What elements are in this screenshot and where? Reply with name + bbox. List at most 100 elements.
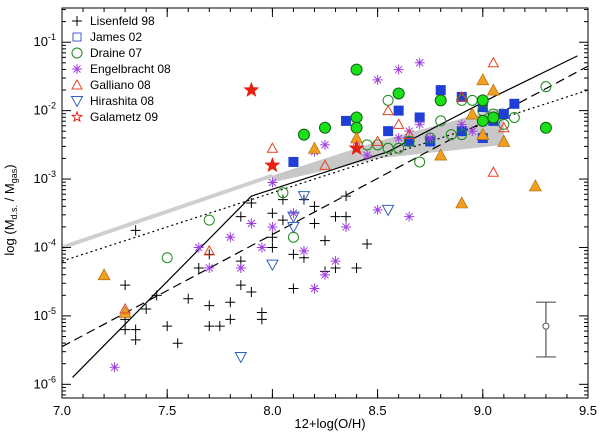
data-point: [130, 334, 141, 345]
data-point: [183, 293, 194, 304]
data-point: [497, 134, 511, 147]
data-point: [476, 94, 489, 107]
data-point: [277, 187, 289, 199]
data-point: [267, 208, 278, 219]
data-point: [204, 300, 215, 311]
data-point: [498, 118, 510, 130]
light-gray-line: [61, 173, 274, 250]
error-bar-center: [542, 322, 550, 330]
data-point: [161, 252, 173, 264]
data-point: [288, 249, 299, 260]
x-tick-label: 8.5: [369, 403, 387, 418]
data-point: [361, 139, 373, 151]
y-tick-label: 10-5: [34, 306, 56, 323]
data-point: [362, 150, 373, 161]
data-point: [288, 156, 299, 167]
svg-text:log (Md.s. / Mgas): log (Md.s. / Mgas): [2, 164, 19, 255]
data-point: [403, 135, 415, 147]
data-point: [509, 98, 520, 109]
data-point: [120, 280, 131, 291]
data-point: [476, 114, 489, 127]
data-point: [287, 211, 300, 224]
legend-marker: [72, 32, 82, 42]
data-point: [372, 204, 383, 215]
data-point: [362, 239, 373, 250]
data-point: [204, 249, 215, 260]
model-band: [272, 107, 504, 183]
legend-label: Lisenfeld 98: [90, 14, 155, 28]
data-point: [341, 191, 352, 202]
data-point: [225, 314, 236, 325]
data-point: [455, 196, 469, 209]
data-point: [381, 204, 395, 217]
data-point: [392, 118, 405, 129]
data-point: [393, 142, 405, 154]
data-point: [130, 324, 141, 335]
y-tick-label: 10-2: [34, 101, 56, 118]
data-point: [528, 179, 542, 192]
x-axis-label: 12+log(O/H): [294, 416, 365, 431]
data-point: [393, 133, 404, 143]
data-point: [393, 64, 404, 75]
legend-label: Hirashita 08: [90, 94, 154, 108]
data-point: [350, 63, 363, 76]
data-point: [476, 73, 490, 86]
y-tick-label: 10-1: [34, 32, 56, 49]
data-point: [120, 324, 131, 335]
data-point: [287, 231, 299, 243]
data-point: [267, 232, 278, 243]
data-point: [193, 242, 204, 253]
legend-marker: [71, 78, 83, 90]
x-tick-label: 8.0: [263, 403, 281, 418]
data-point: [487, 111, 500, 124]
data-point: [298, 194, 309, 205]
legend-marker: [71, 47, 83, 59]
data-point: [172, 338, 183, 349]
data-point: [97, 268, 111, 281]
plot-frame: [61, 7, 589, 399]
data-point: [288, 208, 299, 219]
data-point: [341, 115, 352, 126]
y-tick-label: 10-3: [34, 169, 56, 186]
data-point: [383, 126, 394, 137]
data-point: [465, 107, 479, 120]
data-point: [243, 81, 260, 97]
data-point: [287, 221, 300, 234]
data-point: [371, 135, 384, 146]
data-point: [266, 142, 279, 153]
data-point: [330, 256, 341, 267]
data-point: [330, 211, 341, 222]
data-point: [288, 283, 299, 294]
data-point: [476, 127, 490, 140]
data-point: [246, 198, 257, 208]
y-tick-label: 10-4: [34, 237, 56, 254]
x-tick-label: 7.0: [53, 403, 71, 418]
data-point: [235, 280, 246, 291]
data-point: [414, 156, 426, 168]
y-axis-label: log (Md.s. / Mgas): [2, 164, 19, 255]
data-point: [382, 94, 394, 106]
data-point: [403, 128, 416, 140]
data-point: [119, 303, 131, 314]
data-point: [319, 159, 331, 170]
data-point: [235, 263, 246, 273]
data-point: [246, 286, 257, 297]
data-point: [414, 119, 425, 130]
data-point: [297, 128, 310, 141]
data-point: [486, 83, 500, 96]
data-point: [456, 119, 467, 130]
data-point: [456, 129, 468, 141]
data-point: [309, 201, 320, 212]
data-point: [351, 263, 362, 273]
data-point: [467, 126, 478, 137]
data-point: [267, 242, 278, 253]
y-tick-label: 10-6: [34, 374, 56, 391]
data-point: [508, 111, 520, 123]
data-point: [414, 57, 425, 68]
data-point: [435, 115, 447, 127]
x-tick-label: 7.5: [158, 403, 176, 418]
data-point: [141, 304, 152, 315]
data-point: [267, 177, 278, 188]
data-point: [214, 321, 225, 332]
